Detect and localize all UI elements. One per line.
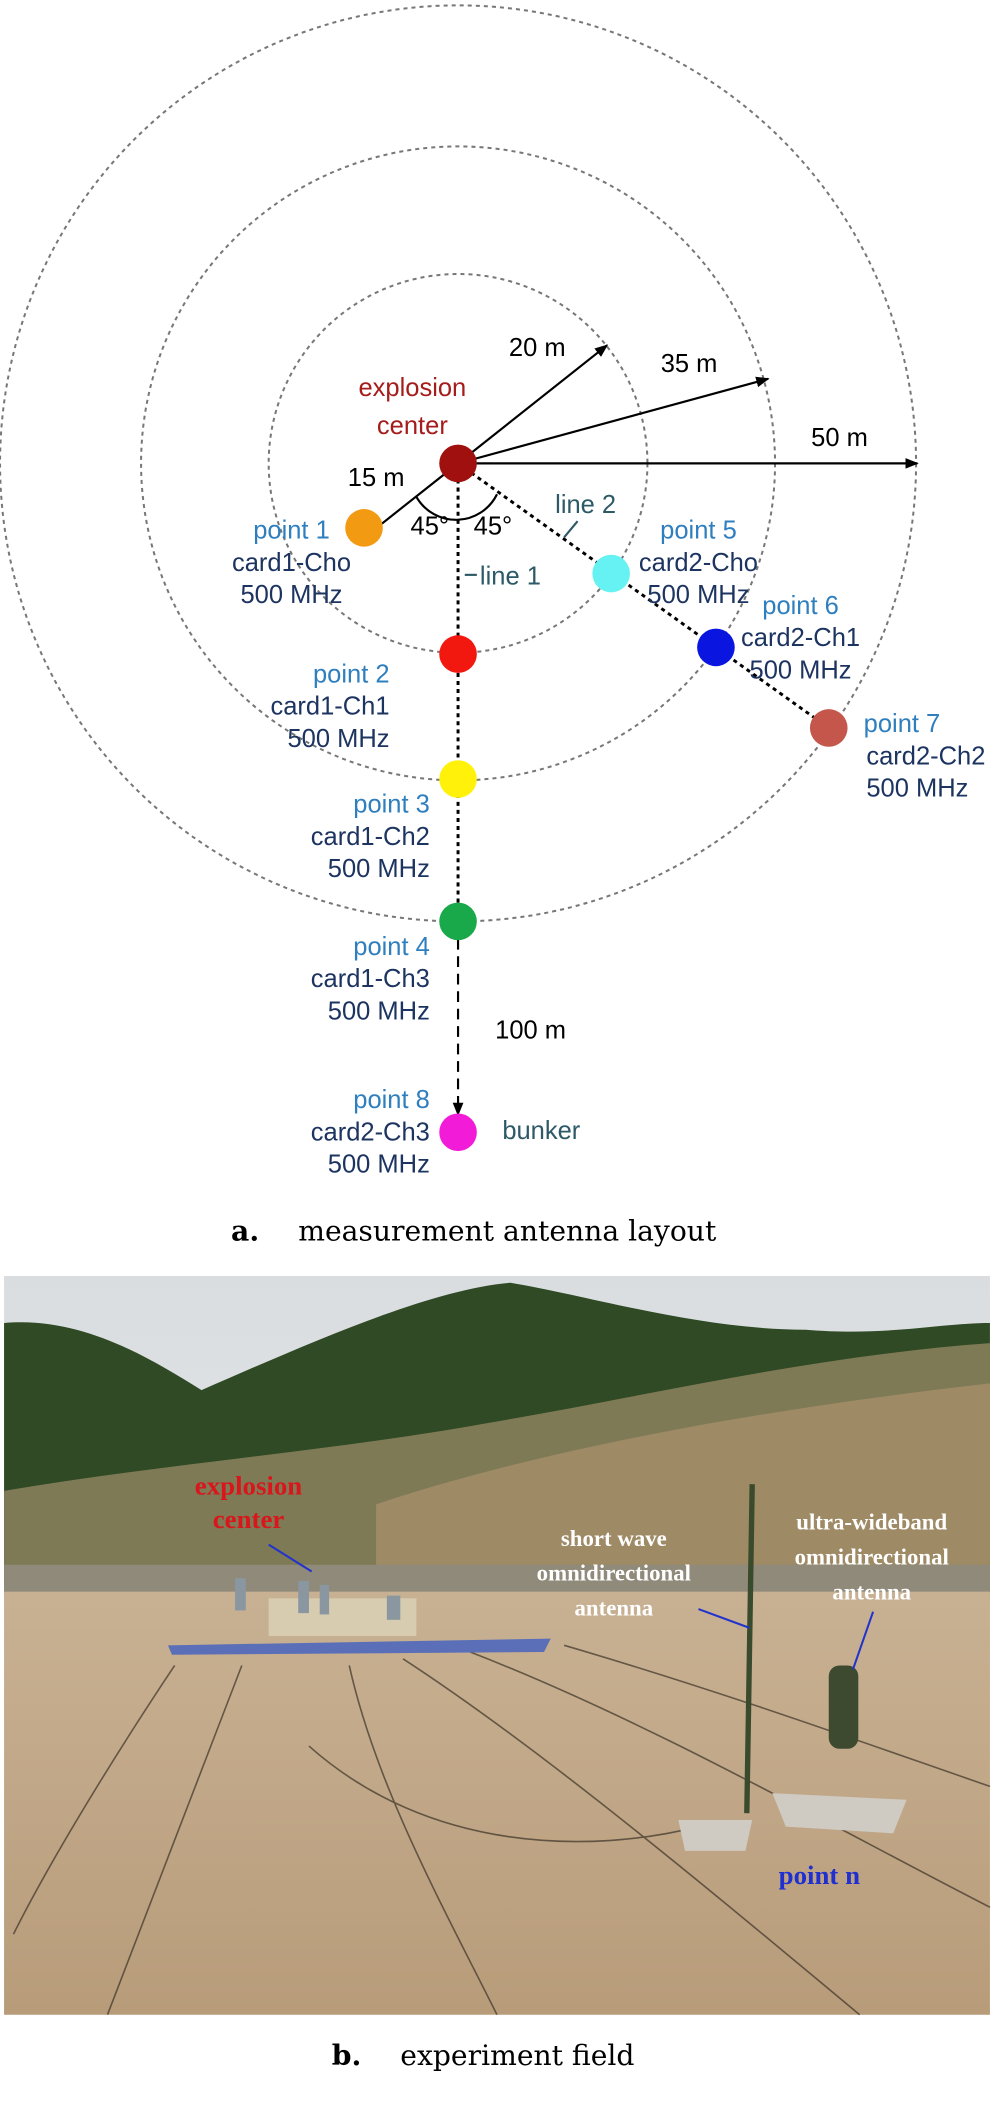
antenna-point [439,635,477,673]
line-label: line 1 [480,562,541,590]
angle-label: 45° [474,513,513,541]
antenna-point [809,709,848,747]
uwb-antenna [828,1665,859,1749]
caption-letter: a. [231,1214,259,1247]
ground [4,1591,990,2015]
point-label: point 1 [253,517,330,545]
freq-label: 500 MHz [647,581,749,609]
photo-label: ultra-wideband [796,1510,947,1535]
caption-a: a. measurement antenna layout [231,1214,717,1247]
radius-label: 35 m [661,350,718,378]
points: point 1 card1-Cho 500 MHz point 2 card1-Ch1 5… [232,444,985,1179]
antenna-point [345,509,383,547]
antenna-point [439,902,477,941]
explosion-center [439,444,477,483]
photo: explosion center short wave omnidirectio… [4,1275,991,2016]
photo-label: center [213,1504,285,1534]
card-label: card2-Ch2 [866,742,985,770]
short-wave-antenna [744,1484,755,1814]
point-label: point 2 [313,660,390,688]
tarp [167,1638,551,1655]
photo-label: short wave [561,1526,667,1551]
line-label: line 2 [555,491,616,519]
caption-text: measurement antenna layout [298,1214,717,1247]
card-label: card2-Ch3 [311,1118,430,1146]
wall [4,1564,990,1595]
caption-letter: b. [332,2039,362,2072]
antenna-point [439,760,477,798]
arrow [457,344,609,465]
center-label: explosion [359,374,467,402]
card-label: card1-Ch2 [311,823,430,851]
diagram-text: explosion center 15 m 20 m 35 m 50 m 45°… [348,334,868,1145]
photo-label: antenna [575,1596,654,1621]
freq-label: 500 MHz [328,997,430,1025]
card-label: card2-Ch1 [741,624,860,652]
caption-b: b. experiment field [332,2039,635,2072]
angle-label: 45° [411,513,450,541]
card-label: card1-Cho [232,549,351,577]
antenna-point [697,628,735,667]
freq-label: 500 MHz [866,774,968,802]
point-label: point 3 [353,791,430,819]
photo-label: omnidirectional [537,1561,691,1586]
radius-label: 15 m [348,464,405,492]
cliff [376,1383,990,1599]
freq-label: 500 MHz [240,581,342,609]
tick [563,520,579,538]
card-label: card2-Cho [639,549,758,577]
arrows [367,344,919,1117]
arrow [457,376,770,465]
photo-label: explosion [195,1470,303,1500]
freq-label: 500 MHz [328,855,430,883]
point-label: point 4 [353,933,430,961]
radius-label: 50 m [811,424,868,452]
point-label: point 8 [353,1086,430,1114]
bunker-label: bunker [502,1117,580,1145]
freq-label: 500 MHz [328,1151,430,1179]
cables [12,1644,991,2016]
freq-label: 500 MHz [288,725,390,753]
card-label: card1-Ch1 [270,693,389,721]
center-label: center [377,412,448,440]
distance-label: 100 m [495,1016,566,1044]
card-label: card1-Ch3 [311,965,430,993]
antenna-point [439,1113,477,1152]
photo-labels: explosion center short wave omnidirectio… [195,1470,949,1890]
antenna-point [592,554,630,593]
point-label: point 7 [864,710,941,738]
arrow [367,462,459,536]
photo-label: omnidirectional [795,1545,949,1570]
angle-arc [415,493,498,521]
point-label: point 5 [660,517,737,545]
photo-label: point n [779,1860,860,1890]
freq-label: 500 MHz [750,656,852,684]
photo-label: antenna [832,1580,911,1605]
line-2 [457,462,830,730]
caption-text: experiment field [400,2039,634,2072]
radius-label: 20 m [509,334,566,362]
point-label: point 6 [762,592,839,620]
